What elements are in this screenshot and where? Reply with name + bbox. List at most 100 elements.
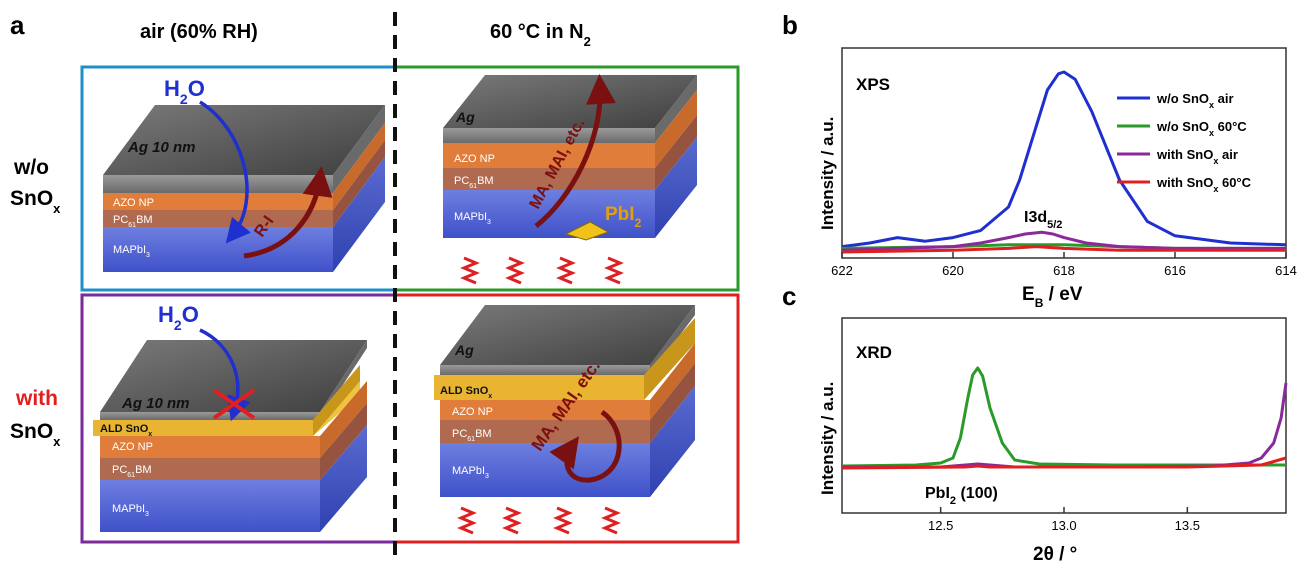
x-tick-label: 12.5	[928, 518, 953, 533]
xps-legend: w/o SnOx air w/o SnOx 60°C with SnOx air…	[1117, 91, 1252, 194]
azo-layer	[100, 436, 320, 458]
azo-label: AZO NP	[452, 406, 493, 418]
legend-label: w/o SnOx 60°C	[1156, 119, 1247, 138]
ma-mai-escape-arrow	[534, 74, 616, 228]
pcbm-layer	[443, 168, 655, 190]
azo-layer	[440, 400, 650, 420]
frame-bottom-left	[80, 293, 395, 544]
xps-tag: XPS	[856, 75, 890, 94]
mapbi-layer	[440, 443, 650, 497]
ag-top-surface	[103, 105, 385, 175]
x-tick-label: 622	[831, 263, 853, 278]
legend-entry: w/o SnOx 60°C	[1117, 119, 1247, 138]
pcbm-layer	[100, 458, 320, 480]
legend-label: w/o SnOx air	[1156, 91, 1234, 110]
ald-snox-layer	[93, 420, 313, 436]
pbi2-crystal-icon	[564, 221, 610, 241]
legend-label: with SnOx 60°C	[1156, 175, 1252, 194]
ri-arrow	[243, 166, 333, 259]
legend-entry: with SnOx air	[1117, 147, 1238, 166]
frame-top-right	[395, 65, 740, 292]
series-line	[841, 456, 1287, 470]
mapbi-label: MAPbI3	[112, 503, 149, 518]
panel-a-label: a	[10, 10, 25, 40]
x-tick-label: 614	[1275, 263, 1297, 278]
pcbm-layer	[103, 210, 333, 227]
azo-label: AZO NP	[454, 153, 495, 165]
pcbm-label: PC61BM	[454, 175, 494, 190]
azo-layer	[103, 193, 333, 210]
ag-10nm-label: Ag 10 nm	[127, 139, 196, 156]
pcbm-label: PC61BM	[452, 428, 492, 443]
pcbm-layer	[440, 420, 650, 443]
xps-x-axis: 622 620 618 616 614	[831, 252, 1297, 278]
legend-entry: w/o SnOx air	[1117, 91, 1234, 110]
column-header-60c-n2: 60 °C in N2	[490, 21, 591, 49]
x-tick-label: 620	[942, 263, 964, 278]
panel-c-label: c	[782, 281, 796, 311]
stack-bottom-left: Ag 10 nm ALD SnOx AZO NP PC61BM MAPbI3 H…	[93, 302, 367, 532]
pcbm-label: PC61BM	[113, 214, 153, 229]
ald-snox-label: ALD SnOx	[100, 423, 152, 438]
legend-label: with SnOx air	[1156, 147, 1238, 166]
ag-label: Ag	[455, 109, 475, 125]
h2o-label-top: H2O	[164, 76, 205, 107]
xrd-y-axis-label: Intensity / a.u.	[818, 382, 837, 495]
pcbm-label: PC61BM	[112, 464, 152, 479]
xrd-tag: XRD	[856, 343, 892, 362]
ald-snox-label: ALD SnOx	[440, 385, 492, 400]
h2o-ingress-arrow	[199, 100, 251, 244]
mapbi-label: MAPbI3	[113, 244, 150, 259]
blocked-cross-icon	[212, 388, 256, 420]
azo-label: AZO NP	[113, 197, 154, 209]
frame-bottom-right	[395, 293, 740, 544]
stack-bottom-right: Ag ALD SnOx AZO NP PC61BM MAPbI3 MA, MAI…	[434, 305, 695, 535]
legend-entry: with SnOx 60°C	[1117, 175, 1252, 194]
azo-label: AZO NP	[112, 441, 153, 453]
row-label-with: with	[15, 387, 58, 410]
mapbi-label: MAPbI3	[452, 465, 489, 480]
pbi2-peak-label: PbI2 (100)	[925, 485, 998, 507]
xps-x-axis-label: EB / eV	[1022, 284, 1083, 310]
ag-top-surface	[443, 75, 697, 128]
ag-label: Ag	[454, 342, 474, 358]
series-line	[841, 230, 1286, 252]
frame-top-left	[80, 65, 395, 292]
stack-top-right: Ag AZO NP PC61BM MAPbI3 MA, MAI, etc. Pb…	[443, 74, 697, 285]
x-tick-label: 616	[1164, 263, 1186, 278]
panel-b-label: b	[782, 10, 798, 40]
ma-mai-contained-arrow	[549, 409, 622, 483]
ald-snox-layer	[434, 375, 644, 400]
series-line	[841, 366, 1286, 468]
xps-y-axis-label: Intensity / a.u.	[818, 117, 837, 230]
heat-icon	[457, 506, 621, 535]
row-label-without: w/o	[13, 156, 49, 179]
ag-top-surface	[100, 340, 367, 412]
mapbi-label: MAPbI3	[454, 211, 491, 226]
ag-top-surface	[440, 305, 695, 365]
xrd-series-group	[841, 366, 1288, 470]
column-header-air: air (60% RH)	[140, 21, 258, 43]
heat-icon	[460, 256, 624, 285]
mapbi-layer	[103, 227, 333, 272]
ag-10nm-label: Ag 10 nm	[121, 395, 190, 412]
row-label-sno-bottom: SnOx	[10, 420, 61, 449]
x-tick-label: 13.0	[1051, 518, 1076, 533]
xrd-x-axis-label: 2θ / °	[1033, 544, 1077, 565]
mapbi-layer	[100, 480, 320, 532]
x-tick-label: 13.5	[1175, 518, 1200, 533]
xrd-plot-frame	[841, 317, 1287, 514]
x-tick-label: 618	[1053, 263, 1075, 278]
pbi2-label: PbI2	[605, 204, 642, 230]
azo-layer	[443, 143, 655, 168]
series-line	[841, 70, 1287, 249]
xps-series-group	[841, 70, 1287, 254]
h2o-label-bottom: H2O	[158, 302, 199, 333]
xps-plot-frame	[841, 47, 1287, 259]
series-line	[841, 245, 1286, 254]
stack-top-left: Ag 10 nm AZO NP PC61BM MAPbI3 H2O R-I	[103, 76, 385, 272]
row-label-sno-top: SnOx	[10, 187, 61, 216]
i3d-peak-label: I3d5/2	[1024, 209, 1062, 231]
xrd-x-axis: 12.5 13.0 13.5	[928, 507, 1200, 533]
